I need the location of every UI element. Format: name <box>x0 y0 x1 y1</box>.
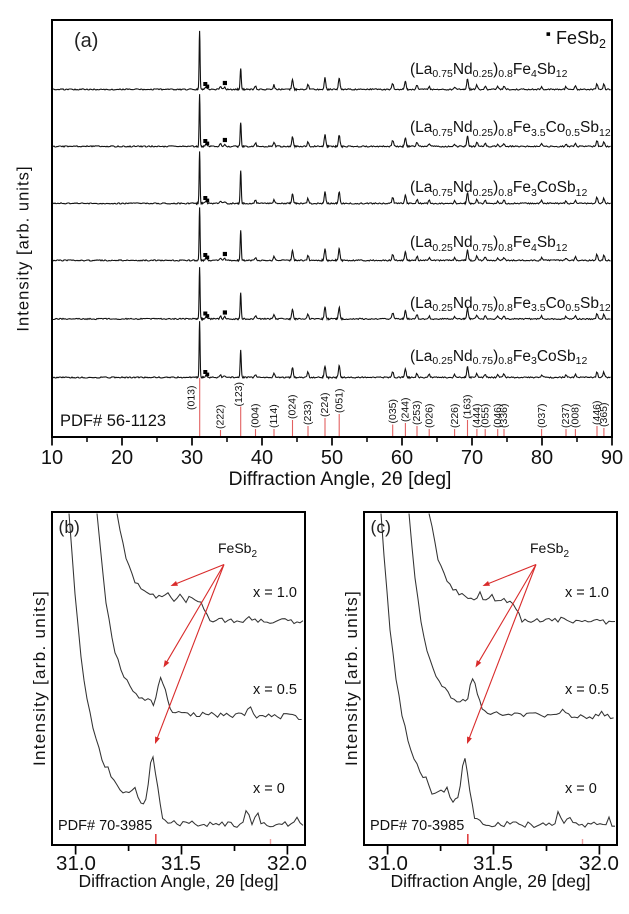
svg-text:(237): (237) <box>560 403 572 428</box>
svg-text:(163): (163) <box>462 394 474 419</box>
svg-text:(055): (055) <box>479 403 491 428</box>
svg-text:(222): (222) <box>215 404 227 429</box>
svg-text:(114): (114) <box>268 404 280 428</box>
svg-text:(253): (253) <box>411 400 423 425</box>
svg-text:(024): (024) <box>287 394 299 419</box>
svg-text:(444): (444) <box>471 403 483 428</box>
svg-text:(224): (224) <box>319 392 331 417</box>
svg-text:(046): (046) <box>492 403 504 428</box>
svg-text:(336): (336) <box>498 403 510 428</box>
svg-text:(244): (244) <box>400 397 412 422</box>
svg-text:(365): (365) <box>598 402 610 427</box>
svg-text:(037): (037) <box>536 403 548 428</box>
svg-text:(226): (226) <box>449 403 461 428</box>
svg-text:(004): (004) <box>250 403 262 428</box>
svg-text:(123): (123) <box>233 382 245 407</box>
svg-text:(446): (446) <box>591 400 603 425</box>
svg-text:(233): (233) <box>302 400 314 425</box>
svg-text:(035): (035) <box>387 399 399 424</box>
svg-text:(008): (008) <box>570 403 582 428</box>
svg-text:(051): (051) <box>333 388 345 413</box>
svg-text:(013): (013) <box>185 385 197 410</box>
svg-text:(026): (026) <box>423 403 435 428</box>
